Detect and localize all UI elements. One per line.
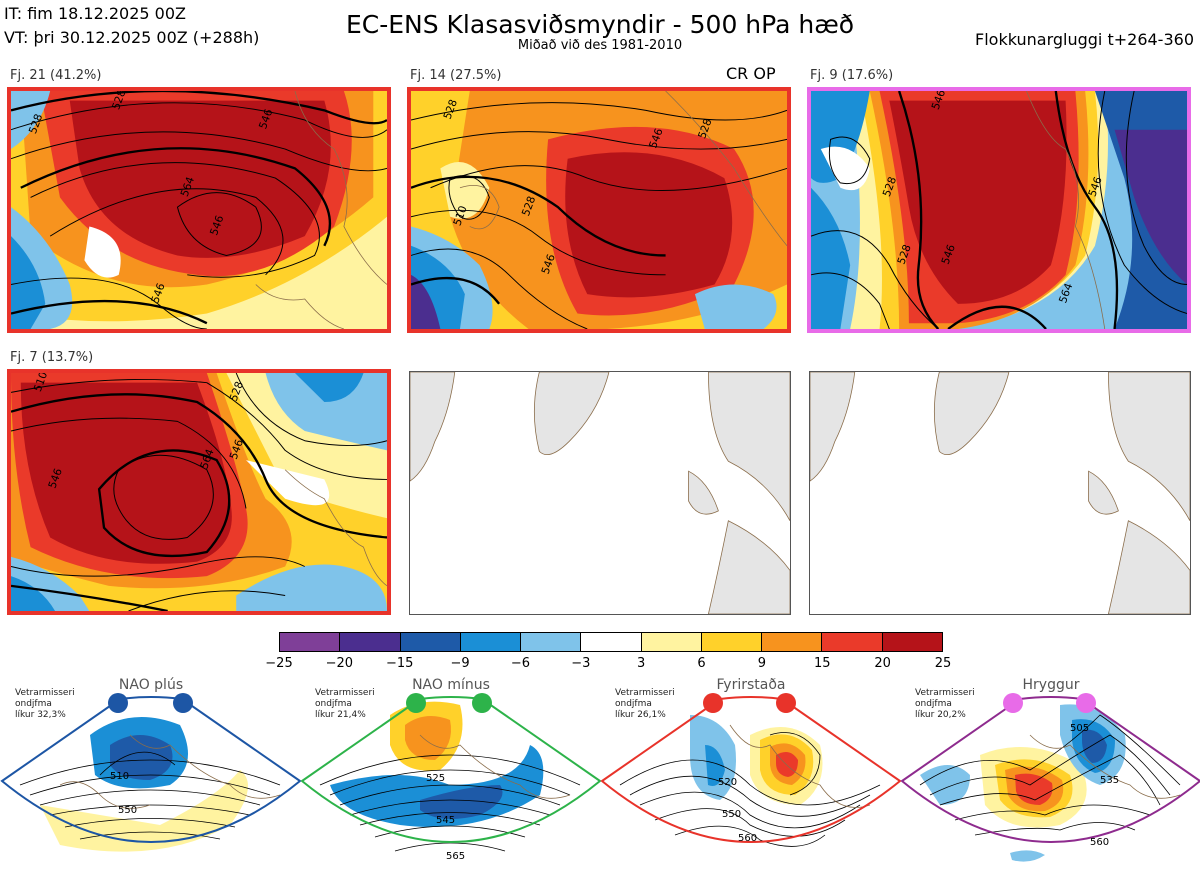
cluster-2-tag: CR OP <box>726 64 776 83</box>
regime-3-dot-right <box>776 693 796 713</box>
empty-map-1 <box>409 371 791 615</box>
page-subtitle: Miðað við des 1981-2010 <box>517 38 683 53</box>
cluster-3-label: Fj. 9 (17.6%) <box>810 68 894 83</box>
legend-tick-label: −9 <box>450 656 470 671</box>
legend-tick-label: −6 <box>510 656 531 671</box>
legend-ticks: −25 −20 −15 −9 −6 −3 3 6 9 15 20 25 <box>265 656 951 672</box>
regime-4-contour-1: 505 <box>1070 723 1089 734</box>
regime-4-contour-2: 535 <box>1100 775 1119 786</box>
regime-3-desc-line-3: líkur 26,1% <box>615 710 666 720</box>
regime-nao-plus: 510 550 NAO plús Vetrarmisseri ondjfma l… <box>0 675 302 871</box>
regime-2-desc-line-1: Vetrarmisseri <box>315 688 375 698</box>
legend-swatch-7 <box>641 633 702 651</box>
regime-3-contour-3: 560 <box>738 833 757 844</box>
regime-4-desc-line-2: ondjfma <box>915 699 952 709</box>
regime-1-contour-1: 510 <box>110 771 129 782</box>
regime-2-desc-line-2: ondjfma <box>315 699 352 709</box>
valid-time: VT: þri 30.12.2025 00Z (+288h) <box>4 28 260 47</box>
cluster-1-map[interactable]: 528 528 546 564 546 546 <box>7 87 391 333</box>
legend-swatch-9 <box>762 633 823 651</box>
regime-4-desc: Vetrarmisseri ondjfma líkur 20,2% <box>915 688 975 721</box>
legend-tick-label: 25 <box>934 656 952 671</box>
cluster-3-map[interactable]: 546 528 528 546 546 564 <box>807 87 1191 333</box>
legend-tick-label: −20 <box>325 656 354 671</box>
legend-swatch-4 <box>460 633 522 651</box>
regime-3-desc-line-1: Vetrarmisseri <box>615 688 675 698</box>
regime-2-dot-right <box>472 693 492 713</box>
init-time: IT: fim 18.12.2025 00Z <box>4 4 186 23</box>
regime-3-dot-left <box>703 693 723 713</box>
regime-3-desc: Vetrarmisseri ondjfma líkur 26,1% <box>615 688 675 721</box>
regime-2-dot-left <box>406 693 426 713</box>
legend-swatch-6 <box>581 633 642 651</box>
page-title: EC-ENS Klasasviðsmyndir - 500 hPa hæð <box>345 10 855 39</box>
classification-window: Flokkunargluggi t+264-360 <box>975 30 1194 49</box>
regime-4-dot-left <box>1003 693 1023 713</box>
regime-3-desc-line-2: ondjfma <box>615 699 652 709</box>
legend-tick-label: −3 <box>571 656 591 671</box>
legend-swatch-8 <box>701 633 763 651</box>
regime-4-name: Hryggur <box>1022 677 1080 693</box>
regime-1-dot-left <box>108 693 128 713</box>
regime-2-contour-3: 565 <box>446 851 465 862</box>
regime-1-desc-line-1: Vetrarmisseri <box>15 688 75 698</box>
legend-swatch-2 <box>340 633 401 651</box>
regime-2-contour-1: 525 <box>426 773 445 784</box>
regime-1-name: NAO plús <box>118 677 184 693</box>
regime-4-desc-line-3: líkur 20,2% <box>915 710 966 720</box>
legend-tick-label: −15 <box>386 656 414 671</box>
legend-tick-label: −25 <box>265 656 293 671</box>
regime-4-desc-line-1: Vetrarmisseri <box>915 688 975 698</box>
legend-swatch-11 <box>882 633 942 651</box>
legend-swatch-3 <box>400 633 461 651</box>
regime-ridge: 505 535 560 Hryggur Vetrarmisseri ondjfm… <box>900 675 1200 871</box>
empty-map-2 <box>809 371 1191 615</box>
regime-2-desc-line-3: líkur 21,4% <box>315 710 366 720</box>
cluster-4-label: Fj. 7 (13.7%) <box>10 350 94 365</box>
legend-swatch-10 <box>822 633 883 651</box>
regime-4-contour-3: 560 <box>1090 837 1109 848</box>
cluster-2-label: Fj. 14 (27.5%) <box>410 68 502 83</box>
regime-3-name: Fyrirstaða <box>716 677 786 693</box>
regime-3-contour-1: 520 <box>718 777 737 788</box>
regime-2-name: NAO mínus <box>412 677 490 693</box>
regime-1-desc-line-3: líkur 32,3% <box>15 710 66 720</box>
legend-swatch-5 <box>521 633 582 651</box>
regime-2-desc: Vetrarmisseri ondjfma líkur 21,4% <box>315 688 375 721</box>
regime-nao-minus: 525 545 565 NAO mínus Vetrarmisseri ondj… <box>300 675 602 871</box>
regime-3-contour-2: 550 <box>722 809 741 820</box>
legend-tick-label: 9 <box>757 656 767 671</box>
regime-1-desc-line-2: ondjfma <box>15 699 52 709</box>
regime-2-contour-2: 545 <box>436 815 455 826</box>
legend-tick-label: 20 <box>874 656 891 671</box>
cluster-2-map[interactable]: 528 546 510 528 546 528 <box>407 87 791 333</box>
regime-1-contour-2: 550 <box>118 805 137 816</box>
regime-1-dot-right <box>173 693 193 713</box>
cluster-1-label: Fj. 21 (41.2%) <box>10 68 102 83</box>
cluster-4-map[interactable]: 510 528 546 546 564 <box>7 369 391 615</box>
regime-4-dot-right <box>1076 693 1096 713</box>
legend-tick-label: 6 <box>697 656 706 671</box>
color-legend <box>279 632 943 652</box>
legend-tick-label: 3 <box>637 656 646 671</box>
regime-1-desc: Vetrarmisseri ondjfma líkur 32,3% <box>15 688 75 721</box>
legend-swatch-1 <box>280 633 341 651</box>
legend-tick-label: 15 <box>813 656 831 671</box>
regime-blocking: 520 550 560 Fyrirstaða Vetrarmisseri ond… <box>600 675 902 871</box>
